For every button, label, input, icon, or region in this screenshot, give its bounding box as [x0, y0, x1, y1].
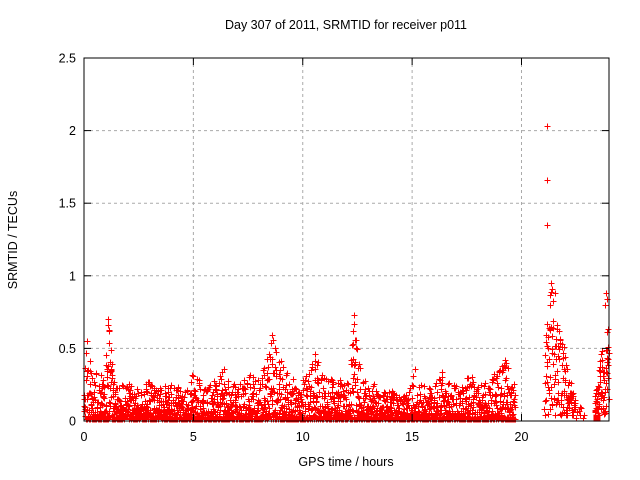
x-tick-label: 10	[296, 430, 310, 444]
x-tick-label: 5	[190, 430, 197, 444]
y-axis-label: SRMTID / TECUs	[6, 191, 20, 289]
y-tick-label: 2	[69, 124, 76, 138]
y-tick-label: 0	[69, 415, 76, 429]
plot-border	[83, 57, 610, 422]
gridlines	[84, 58, 609, 421]
x-tick-label: 15	[405, 430, 419, 444]
y-tick-label: 2.5	[59, 52, 76, 66]
y-tick-label: 0.5	[59, 342, 76, 356]
scatter-plus-markers	[81, 123, 613, 423]
x-axis-label: GPS time / hours	[298, 455, 393, 469]
axes-frame	[83, 57, 610, 422]
y-tick-label: 1.5	[59, 197, 76, 211]
y-tick-label: 1	[69, 269, 76, 283]
x-tick-label: 20	[515, 430, 529, 444]
x-tick-label: 0	[81, 430, 88, 444]
scatter-square-marker	[593, 414, 601, 422]
chart-title: Day 307 of 2011, SRMTID for receiver p01…	[225, 18, 467, 32]
data-points	[81, 123, 613, 423]
tick-labels: 0 5 10 15 20 0 0.5 1 1.5 2 2.5	[59, 52, 529, 445]
